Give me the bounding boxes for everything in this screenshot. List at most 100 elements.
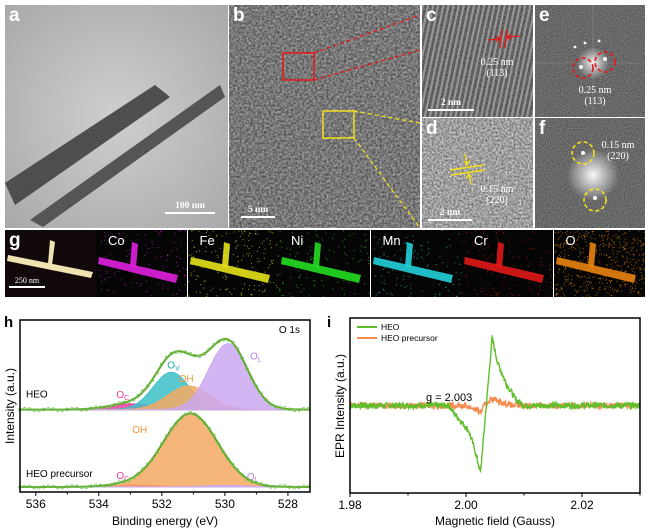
scale-bar: 100 nm (165, 201, 215, 214)
data-point (117, 480, 122, 484)
scale-bar: 2 nm (428, 208, 472, 221)
data-point (117, 401, 122, 405)
panel-label: c (426, 5, 437, 26)
data-point (197, 354, 202, 359)
data-point (188, 351, 192, 356)
data-point (74, 407, 79, 411)
lattice-fringes (422, 118, 533, 228)
scale-bar: 250 nm (9, 276, 45, 288)
data-point (32, 485, 36, 490)
red-selection-box (282, 52, 315, 81)
peak-label-sub: V (175, 365, 180, 372)
data-point (283, 406, 287, 410)
eds-map-mn: Mn (370, 230, 462, 297)
data-point (89, 406, 93, 411)
peak-label-sub: L (258, 357, 262, 364)
scale-bar-label: 2 nm (440, 98, 462, 108)
data-point (259, 481, 263, 486)
element-label: Co (108, 233, 125, 248)
arrow-icon (463, 153, 471, 167)
yellow-dashed-circle (583, 188, 607, 212)
data-point (155, 450, 159, 455)
peak-label-sub: C (124, 476, 129, 483)
scale-bar: 5 nm (241, 205, 275, 218)
hrtem-image-d: d 0.15 nm (220) 2 nm (422, 118, 533, 228)
data-point (84, 485, 88, 490)
hrtem-image-c: c 0.25 nm (113) 2 nm (422, 5, 533, 117)
data-point (56, 408, 60, 412)
x-tick-label: 1.98 (338, 498, 362, 512)
peak-label: OL (250, 352, 262, 364)
data-point (169, 427, 174, 432)
data-point (216, 339, 221, 344)
data-point (207, 347, 211, 352)
data-point (231, 462, 235, 467)
plot-frame (19, 319, 311, 493)
data-point (212, 433, 216, 438)
data-point (231, 340, 235, 345)
d-spacing-annotation: 0.25 nm (113) (472, 57, 522, 79)
element-label: Fe (199, 233, 215, 248)
scale-bar: 2 nm (428, 98, 474, 111)
data-point (112, 402, 117, 407)
data-point (79, 408, 84, 412)
x-axis-label: Binding energy (eV) (112, 514, 218, 528)
d-spacing-annotation: 0.15 nm (220) (472, 184, 522, 206)
data-point (37, 486, 41, 490)
data-point (41, 407, 46, 412)
epr-line-heo (349, 334, 641, 474)
lattice-fringes (422, 5, 533, 117)
data-point (264, 398, 268, 402)
eds-map-o: O (553, 230, 645, 297)
d-spacing: 0.15 nm (480, 184, 514, 195)
data-point (226, 338, 230, 342)
arrow-icon (505, 33, 521, 41)
scale-bar-label: 5 nm (247, 205, 269, 215)
fft-spots (535, 118, 645, 228)
peak-label-sub: L (255, 477, 259, 484)
x-tick-label: 536 (26, 497, 46, 511)
yellow-dashed-circle (571, 141, 595, 165)
lattice-plane: (220) (486, 195, 508, 206)
g-value-annotation: g = 2.003 (426, 392, 472, 404)
data-point (249, 479, 254, 484)
data-point (259, 391, 263, 396)
data-point (32, 408, 36, 412)
x-tick-label: 2.02 (570, 498, 594, 512)
data-point (27, 484, 32, 489)
data-point (202, 352, 207, 356)
data-point (74, 484, 79, 489)
data-point (98, 483, 103, 488)
element-label: Ni (291, 233, 304, 248)
data-point (245, 367, 249, 371)
data-point (268, 485, 273, 489)
data-point (197, 416, 202, 421)
data-point (226, 457, 230, 461)
data-point (150, 457, 155, 462)
data-point (235, 467, 240, 472)
hrtem-image-b: b 5 nm (229, 5, 420, 228)
fft-pattern-f: f 0.15 nm (220) (535, 118, 645, 228)
data-point (174, 422, 178, 426)
data-point (268, 402, 273, 407)
data-point (22, 484, 27, 488)
lattice-plane: (220) (607, 151, 629, 162)
data-point (126, 400, 131, 404)
data-point (60, 485, 65, 490)
data-point (301, 484, 306, 489)
peak-label-main: OH (179, 374, 194, 385)
data-point (93, 483, 98, 487)
x-tick-label: 534 (89, 497, 109, 511)
data-point (141, 389, 145, 393)
data-point (297, 485, 301, 490)
data-point (112, 481, 117, 486)
data-point (179, 416, 183, 421)
y-axis-label: EPR Intensity (a.u.) (333, 354, 347, 458)
d-spacing: 0.25 nm (578, 85, 612, 96)
peak-label: OC (116, 390, 129, 402)
yellow-selection-box (322, 110, 355, 139)
peak-label-main: O (247, 472, 255, 483)
d-spacing-annotation: 0.15 nm (220) (593, 140, 643, 162)
peak-label-main: O (250, 352, 258, 363)
peak-label: OH (179, 374, 194, 385)
